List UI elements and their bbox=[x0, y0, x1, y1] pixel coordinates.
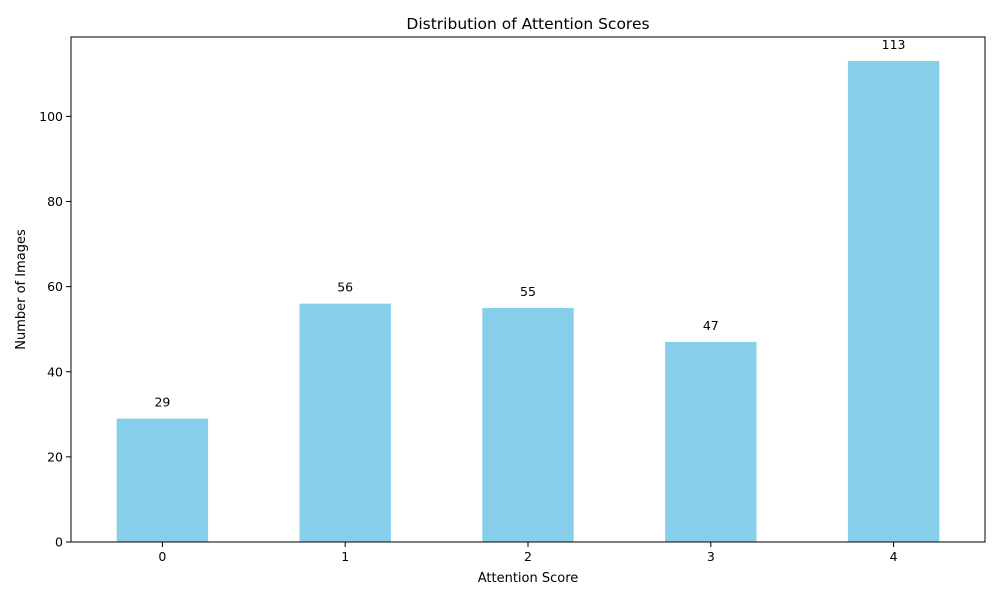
bar-3 bbox=[665, 341, 757, 542]
x-axis: 0 1 2 3 4 bbox=[158, 542, 898, 564]
x-tick-label-0: 0 bbox=[158, 549, 166, 564]
x-tick-label-2: 2 bbox=[524, 549, 532, 564]
x-tick-label-1: 1 bbox=[341, 549, 349, 564]
data-label-3: 47 bbox=[703, 318, 719, 333]
y-tick-label-80: 80 bbox=[47, 194, 63, 209]
data-label-1: 56 bbox=[337, 280, 353, 295]
bar-4 bbox=[847, 61, 940, 543]
plot-frame bbox=[70, 36, 986, 543]
y-tick-label-100: 100 bbox=[39, 109, 63, 124]
bar-0 bbox=[116, 418, 209, 542]
y-tick-label-20: 20 bbox=[47, 449, 63, 464]
y-axis-title: Number of Images bbox=[14, 229, 29, 350]
y-tick-label-60: 60 bbox=[47, 279, 63, 294]
data-labels-layer: 29 56 55 47 113 bbox=[154, 37, 905, 410]
bars-layer bbox=[116, 61, 940, 543]
x-tick-label-3: 3 bbox=[707, 549, 715, 564]
y-tick-label-40: 40 bbox=[47, 364, 63, 379]
chart-title: Distribution of Attention Scores bbox=[406, 15, 649, 33]
bar-1 bbox=[299, 303, 391, 542]
data-label-2: 55 bbox=[520, 284, 536, 299]
bar-2 bbox=[482, 307, 574, 542]
data-label-4: 113 bbox=[882, 37, 906, 52]
y-tick-label-0: 0 bbox=[55, 535, 63, 550]
x-axis-title: Attention Score bbox=[478, 571, 579, 586]
y-axis: 0 20 40 60 80 100 bbox=[39, 109, 71, 550]
x-tick-label-4: 4 bbox=[890, 549, 898, 564]
data-label-0: 29 bbox=[154, 395, 170, 410]
